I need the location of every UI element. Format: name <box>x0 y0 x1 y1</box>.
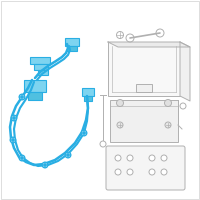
Circle shape <box>180 103 186 109</box>
Bar <box>65 38 79 46</box>
Circle shape <box>100 141 106 147</box>
FancyBboxPatch shape <box>106 146 185 190</box>
Circle shape <box>149 169 155 175</box>
Circle shape <box>10 137 16 143</box>
Polygon shape <box>180 42 190 101</box>
Circle shape <box>156 29 164 37</box>
Circle shape <box>21 157 23 159</box>
Bar <box>108 42 180 96</box>
Circle shape <box>42 162 48 168</box>
Circle shape <box>127 169 133 175</box>
Bar <box>67 46 77 51</box>
Circle shape <box>149 155 155 161</box>
Bar <box>84 96 92 101</box>
Circle shape <box>116 31 124 38</box>
Circle shape <box>115 169 121 175</box>
Bar <box>38 70 48 75</box>
Circle shape <box>165 122 171 128</box>
Bar <box>34 64 48 70</box>
Bar <box>24 80 46 92</box>
Circle shape <box>164 99 172 106</box>
Circle shape <box>67 154 69 156</box>
Circle shape <box>117 122 123 128</box>
Circle shape <box>13 117 15 119</box>
Circle shape <box>21 96 23 98</box>
Bar <box>28 92 42 100</box>
Circle shape <box>83 132 85 134</box>
Circle shape <box>12 139 14 141</box>
Polygon shape <box>108 42 190 47</box>
Circle shape <box>65 152 71 158</box>
Bar <box>110 100 178 142</box>
Circle shape <box>127 155 133 161</box>
Circle shape <box>81 130 87 136</box>
Circle shape <box>19 155 25 161</box>
Circle shape <box>11 115 17 121</box>
Circle shape <box>44 164 46 166</box>
Bar <box>30 57 50 64</box>
Bar <box>136 84 152 92</box>
Circle shape <box>19 94 25 100</box>
Circle shape <box>116 99 124 106</box>
Circle shape <box>161 155 167 161</box>
Circle shape <box>126 34 134 42</box>
Circle shape <box>161 169 167 175</box>
Bar <box>82 88 94 96</box>
Circle shape <box>115 155 121 161</box>
